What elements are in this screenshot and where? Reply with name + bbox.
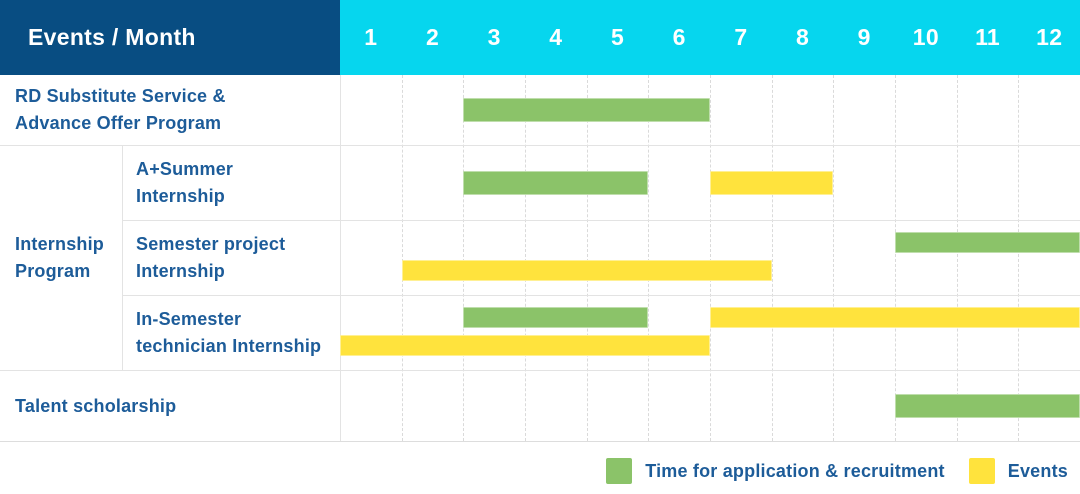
gantt-bar-event — [340, 335, 710, 356]
month-header-cell: 2 — [425, 24, 440, 50]
table-bottom-border — [0, 441, 1080, 442]
month-header-cell: 10 — [912, 24, 939, 50]
row-label-rd-substitute: RD Substitute Service & Advance Offer Pr… — [15, 86, 226, 133]
legend: Time for application & recruitment Event… — [0, 442, 1080, 494]
month-gridline — [957, 75, 958, 441]
month-gridline — [402, 75, 403, 441]
gantt-bar-application — [463, 98, 710, 122]
month-header-cell: 1 — [364, 24, 378, 50]
gantt-bar-application — [895, 394, 1080, 418]
table-divider-line — [122, 145, 123, 370]
row-label-semester-project: Semester project Internship — [136, 233, 286, 281]
gantt-bar-application — [463, 171, 649, 195]
row-label-in-semester-technician: In-Semester technician Internship — [136, 308, 322, 356]
legend-item-events: Events — [968, 458, 1068, 484]
events-month-title: Events / Month — [28, 24, 196, 50]
row-label-a-plus-summer: A+Summer Internship — [136, 158, 234, 206]
group-label-internship-program: Internship Program — [15, 233, 105, 281]
application-color-swatch — [606, 458, 633, 484]
month-header-row: 1 2 3 4 5 6 7 8 9 10 11 12 — [340, 0, 1080, 75]
month-gridline — [710, 75, 711, 441]
row-label-talent-scholarship: Talent scholarship — [15, 395, 177, 416]
month-header-cell: 7 — [734, 24, 748, 50]
legend-label-application: Time for application & recruitment — [645, 460, 945, 481]
events-color-swatch — [968, 458, 995, 484]
month-header-cell: 5 — [610, 24, 625, 50]
month-gridline — [772, 75, 773, 441]
gantt-bar-event — [401, 260, 772, 281]
row-divider-line — [122, 295, 1080, 296]
month-gridline — [648, 75, 649, 441]
legend-label-events: Events — [1007, 460, 1068, 481]
row-divider-line — [0, 370, 1080, 371]
month-gridline — [463, 75, 464, 441]
month-header-cell: 8 — [795, 24, 810, 50]
legend-item-application: Time for application & recruitment — [606, 458, 945, 484]
month-header-cell: 9 — [857, 24, 871, 50]
month-gridline — [525, 75, 526, 441]
month-gridline — [587, 75, 588, 441]
gantt-bar-event — [710, 171, 834, 195]
gantt-bar-application — [463, 307, 649, 328]
month-gridline — [1018, 75, 1019, 441]
gantt-bar-application — [895, 232, 1080, 253]
gantt-bar-event — [710, 307, 1080, 328]
table-divider-line — [340, 75, 341, 441]
month-header-cell: 11 — [975, 24, 1001, 50]
month-gridline — [833, 75, 834, 441]
month-header-cell: 3 — [487, 24, 501, 50]
month-header-cell: 12 — [1036, 24, 1063, 50]
month-gridline — [895, 75, 896, 441]
row-divider-line — [122, 220, 1080, 221]
row-divider-line — [0, 145, 1080, 146]
month-header-cell: 4 — [549, 24, 563, 50]
corner-header-cell: Events / Month — [0, 0, 340, 75]
month-header-cell: 6 — [672, 24, 686, 50]
gantt-table: Events / Month 1 2 3 4 5 6 7 8 9 10 11 12 RD Substi… — [0, 0, 1080, 442]
